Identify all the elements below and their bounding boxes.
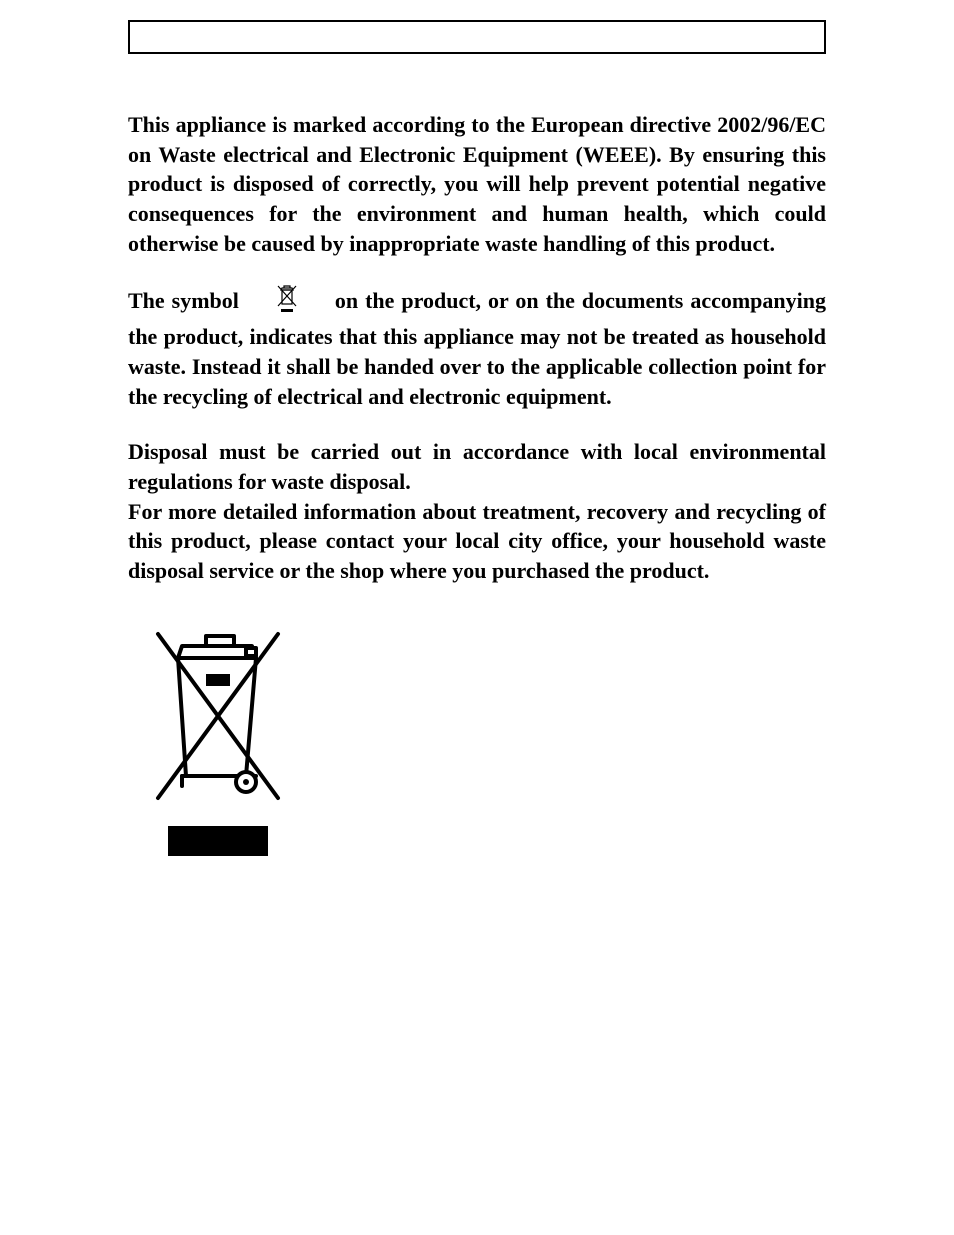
weee-symbol-large-icon (128, 626, 826, 871)
weee-symbol-small-icon (276, 284, 298, 322)
header-box (128, 20, 826, 54)
paragraph-2: The symbol on the product, or on the doc… (128, 284, 826, 411)
document-page: This appliance is marked according to th… (0, 0, 954, 1235)
paragraph-3: Disposal must be carried out in accordan… (128, 437, 826, 585)
paragraph-1: This appliance is marked according to th… (128, 110, 826, 258)
paragraph-2-before: The symbol (128, 288, 239, 313)
